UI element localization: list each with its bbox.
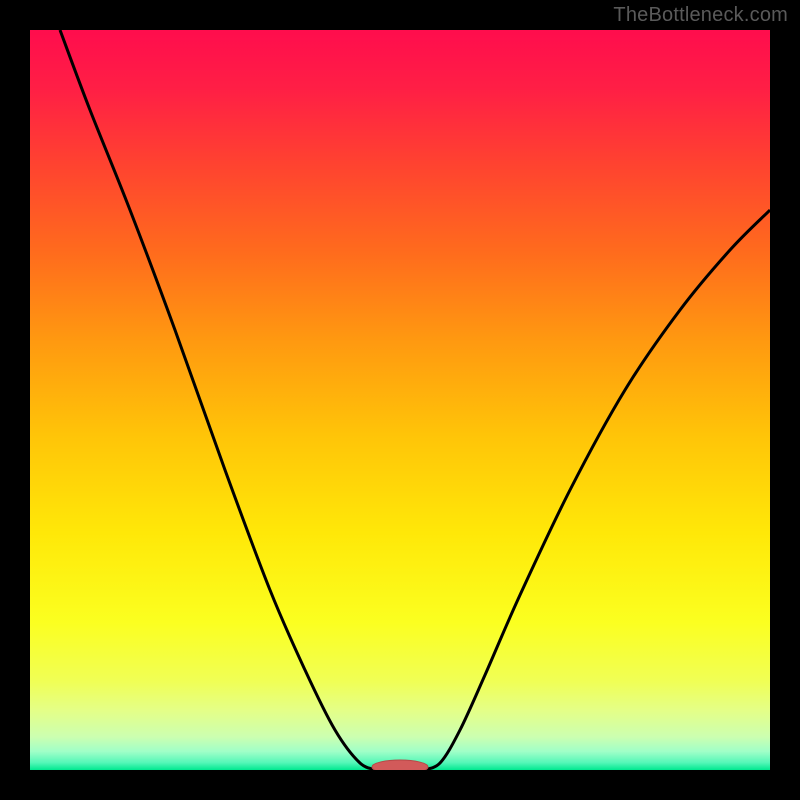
optimum-marker bbox=[372, 760, 428, 770]
gradient-background bbox=[30, 30, 770, 770]
watermark-label: TheBottleneck.com bbox=[613, 4, 788, 27]
bottleneck-chart bbox=[30, 30, 770, 770]
chart-svg bbox=[30, 30, 770, 770]
